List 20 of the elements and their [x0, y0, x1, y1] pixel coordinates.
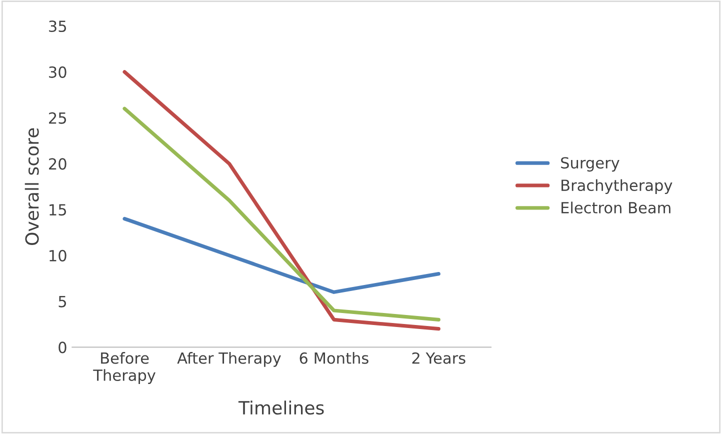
x-tick-label: 2 Years	[412, 352, 466, 364]
legend-label: Brachytherapy	[562, 179, 672, 194]
y-tick-label: 30	[49, 66, 66, 78]
y-axis-title: Overall score	[24, 128, 39, 245]
y-tick-label: 35	[49, 20, 66, 32]
legend-label: Surgery	[561, 157, 620, 172]
x-tick-label: After Therapy	[177, 352, 281, 367]
y-tick-label: 0	[58, 342, 66, 354]
line-series	[122, 70, 440, 331]
y-tick-label: 25	[49, 112, 66, 124]
line-series	[122, 216, 440, 294]
x-axis-title: Timelines	[238, 400, 324, 415]
legend-label: Electron Beam	[562, 202, 670, 214]
y-tick-label: 5	[58, 296, 66, 308]
line-series	[122, 106, 440, 322]
x-tick-label: 6 Months	[300, 352, 368, 364]
y-tick-label: 15	[50, 204, 66, 216]
x-tick-label: Before Therapy	[93, 352, 156, 384]
y-tick-label: 20	[49, 158, 66, 170]
y-tick-label: 10	[50, 250, 66, 262]
